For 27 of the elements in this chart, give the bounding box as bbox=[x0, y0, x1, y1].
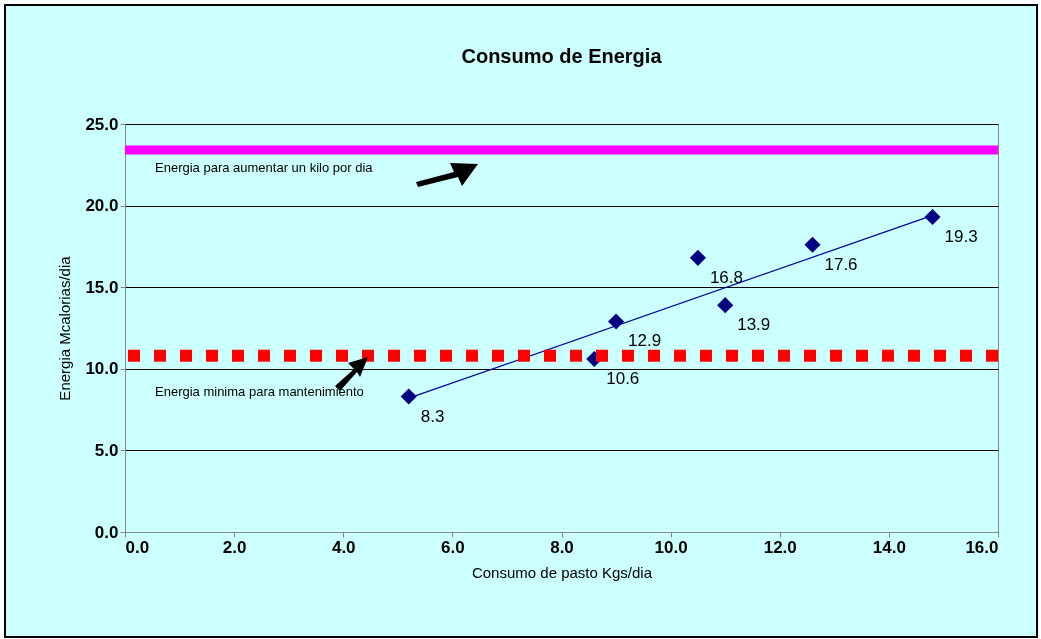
ref-line-label: Energia minima para mantenimiento bbox=[155, 383, 364, 399]
data-label: 12.9 bbox=[628, 331, 662, 351]
y-tick-label: 5.0 bbox=[94, 440, 119, 460]
data-label: 17.6 bbox=[824, 254, 858, 274]
ref-line-label: Energia para aumentar un kilo por dia bbox=[155, 160, 374, 176]
chart-title: Consumo de Energia bbox=[461, 45, 663, 67]
data-label: 19.3 bbox=[944, 227, 978, 247]
x-tick-label: 2.0 bbox=[222, 537, 247, 557]
y-axis-title: Energia Mcalorias/dia bbox=[56, 255, 74, 401]
y-tick-label: 0.0 bbox=[94, 522, 119, 542]
x-axis-title: Consumo de pasto Kgs/dia bbox=[471, 563, 653, 581]
data-label: 13.9 bbox=[737, 315, 771, 335]
y-tick-label: 10.0 bbox=[85, 359, 119, 379]
x-tick-label: 4.0 bbox=[331, 537, 356, 557]
y-tick-label: 20.0 bbox=[85, 196, 119, 216]
data-label: 10.6 bbox=[606, 369, 640, 389]
x-tick-label: 6.0 bbox=[441, 537, 465, 557]
x-tick-label: 12.0 bbox=[763, 537, 797, 557]
x-tick-label: 0.0 bbox=[125, 537, 150, 557]
y-tick-label: 15.0 bbox=[85, 277, 119, 297]
data-label: 8.3 bbox=[420, 406, 445, 426]
y-tick-label: 25.0 bbox=[85, 114, 119, 134]
x-tick-label: 14.0 bbox=[872, 537, 906, 557]
data-label: 16.8 bbox=[709, 267, 743, 287]
x-tick-label: 10.0 bbox=[654, 537, 688, 557]
x-tick-label: 8.0 bbox=[550, 537, 574, 557]
x-tick-label: 16.0 bbox=[965, 537, 999, 557]
